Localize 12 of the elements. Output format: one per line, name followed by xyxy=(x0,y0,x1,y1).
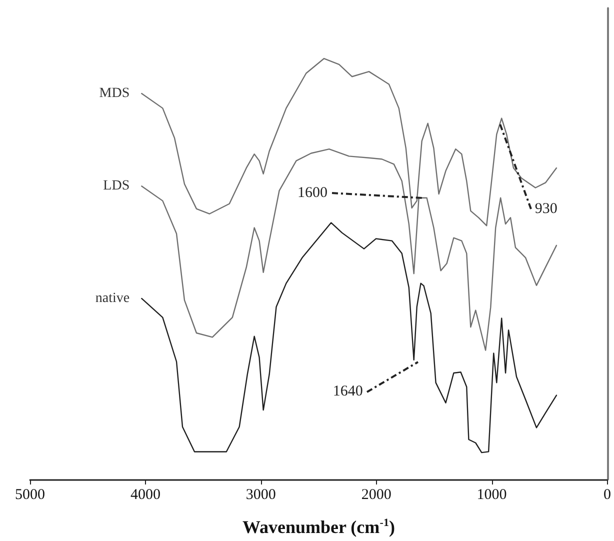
x-tick-label: 5000 xyxy=(15,487,45,503)
x-tick-label: 1000 xyxy=(476,487,507,503)
series-label: MDS xyxy=(99,86,130,101)
series-label: LDS xyxy=(103,178,130,194)
x-tick-label: 2000 xyxy=(361,487,392,503)
series-label: native xyxy=(95,290,130,306)
x-tick-label: 3000 xyxy=(246,487,276,503)
x-tick-label: 4000 xyxy=(130,487,160,503)
annotation: 930 xyxy=(534,200,558,217)
annotation: 1600 xyxy=(298,184,328,201)
annotation: 1640 xyxy=(332,384,363,400)
x-tick-label: 0 xyxy=(604,487,611,503)
